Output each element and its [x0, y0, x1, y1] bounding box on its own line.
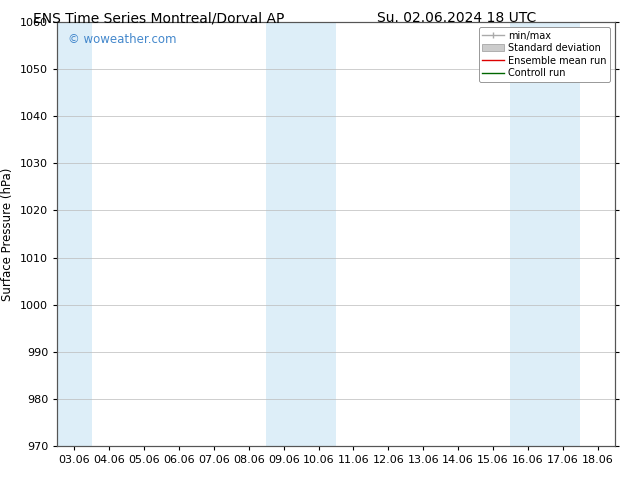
Text: ENS Time Series Montreal/Dorval AP: ENS Time Series Montreal/Dorval AP: [33, 11, 284, 25]
Y-axis label: Surface Pressure (hPa): Surface Pressure (hPa): [1, 167, 15, 301]
Bar: [510, 22, 580, 446]
Text: Su. 02.06.2024 18 UTC: Su. 02.06.2024 18 UTC: [377, 11, 536, 25]
Bar: [57, 22, 92, 446]
Text: © woweather.com: © woweather.com: [68, 33, 177, 46]
Bar: [266, 22, 336, 446]
Legend: min/max, Standard deviation, Ensemble mean run, Controll run: min/max, Standard deviation, Ensemble me…: [479, 27, 610, 82]
